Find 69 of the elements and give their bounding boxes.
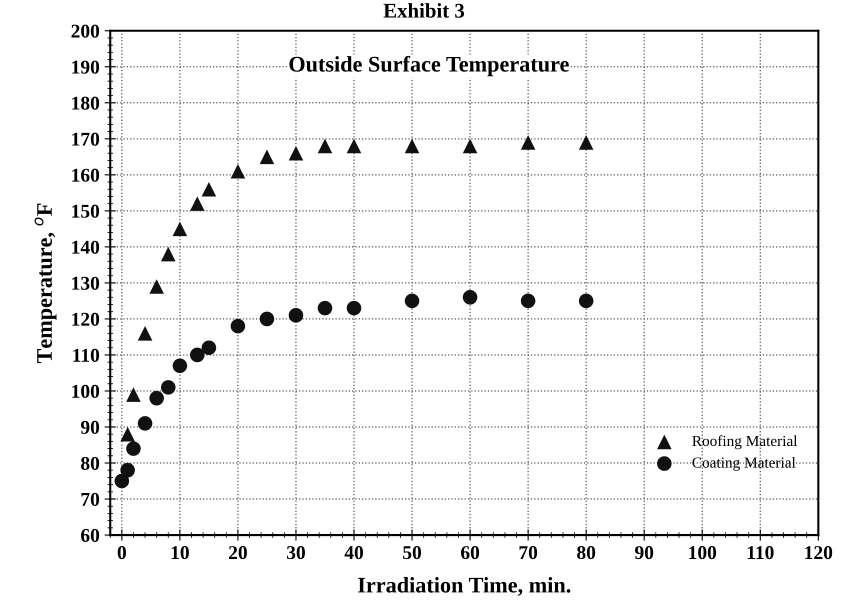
x-tick-label: 50	[403, 546, 422, 560]
point	[520, 135, 536, 150]
y-tick-label: 150	[72, 204, 100, 218]
y-tick-label: 90	[80, 420, 100, 434]
point	[126, 387, 141, 402]
point	[404, 294, 420, 308]
point	[160, 246, 176, 262]
point	[120, 462, 135, 478]
point	[172, 222, 188, 236]
x-tick-label: 0	[118, 546, 126, 560]
legend-label: Coating Material	[692, 456, 796, 471]
point	[288, 146, 304, 161]
point	[578, 294, 594, 308]
x-tick-label: 10	[172, 546, 189, 560]
y-tick-label: 60	[81, 528, 100, 542]
x-tick-label: 80	[577, 546, 596, 560]
point	[404, 138, 420, 154]
y-tick-label: 110	[73, 348, 100, 362]
point	[288, 308, 304, 323]
y-tick-label: 70	[81, 492, 100, 506]
y-tick-label: 100	[72, 384, 100, 398]
x-tick-label: 90	[635, 546, 654, 560]
x-tick-label: 120	[805, 546, 832, 560]
x-tick-label: 30	[286, 546, 305, 560]
point	[202, 340, 216, 356]
x-tick-label: 20	[229, 546, 247, 560]
x-tick-label: 110	[748, 546, 774, 560]
x-tick-label: 40	[344, 546, 363, 560]
point	[149, 390, 164, 406]
y-tick-label: 170	[72, 132, 100, 146]
chart-title: Exhibit 3	[384, 3, 464, 18]
point	[318, 138, 332, 154]
point	[120, 426, 135, 442]
y-axis-title: Temperature, $^{o}$F	[34, 204, 56, 364]
point	[318, 300, 332, 316]
point	[190, 196, 205, 211]
point	[202, 182, 216, 197]
point	[578, 135, 594, 150]
point	[126, 441, 141, 456]
point	[260, 150, 274, 164]
point	[230, 164, 246, 179]
point	[346, 138, 362, 154]
point	[190, 348, 205, 362]
y-tick-label: 130	[72, 276, 100, 290]
point	[462, 138, 478, 154]
point	[138, 326, 152, 341]
text: Outside Surface Temperature	[289, 56, 569, 76]
y-tick-label: 120	[72, 312, 100, 326]
y-tick-label: 200	[71, 24, 100, 38]
point	[520, 294, 536, 308]
x-tick-label: 100	[689, 546, 716, 560]
y-tick-label: 190	[72, 60, 100, 74]
point	[172, 358, 188, 374]
y-tick-label: 180	[72, 96, 100, 110]
y-tick-label: 160	[72, 168, 100, 182]
point	[260, 312, 274, 326]
y-tick-label: 80	[81, 456, 100, 470]
point	[160, 380, 176, 395]
point	[138, 416, 152, 431]
y-tick-label: 140	[72, 240, 100, 254]
point	[114, 474, 130, 488]
x-tick-label: 60	[461, 546, 480, 560]
point	[346, 300, 362, 316]
legend-label: Roofing Material	[692, 435, 798, 450]
point	[230, 318, 246, 334]
point	[149, 279, 164, 294]
x-tick-label: 70	[520, 546, 538, 560]
x-axis-title: Irradiation Time, min.	[358, 576, 570, 596]
point	[462, 290, 478, 305]
